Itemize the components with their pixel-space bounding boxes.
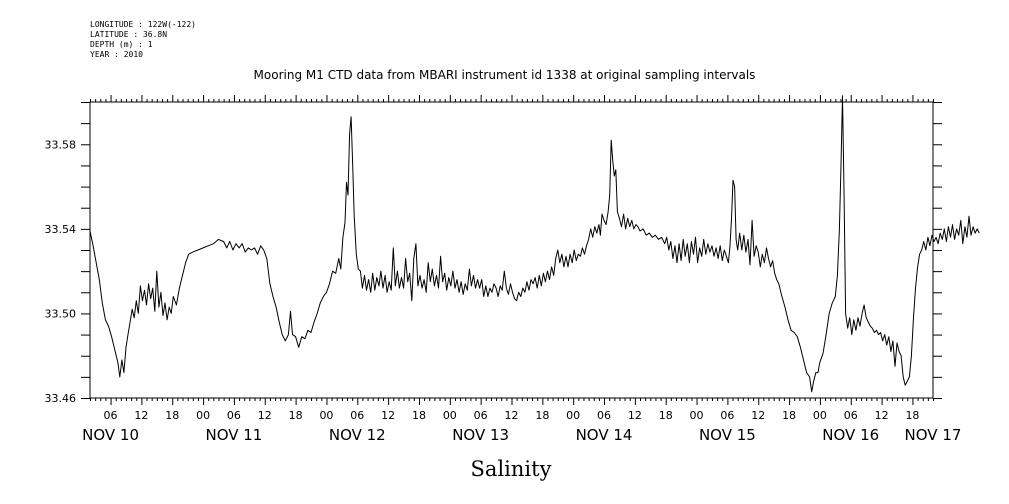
x-day-label: NOV 13 [452, 426, 509, 444]
latitude-label: LATITUDE : 36.8N [90, 30, 168, 39]
salinity-series-line [89, 95, 980, 393]
longitude-label: LONGITUDE : 122W(-122) [90, 20, 196, 29]
x-tick-label: 06 [720, 409, 734, 422]
x-axis-label: Salinity [471, 457, 552, 481]
x-day-label: NOV 17 [905, 426, 962, 444]
x-tick-label: 00 [813, 409, 827, 422]
x-day-label: NOV 11 [205, 426, 262, 444]
chart-title: Mooring M1 CTD data from MBARI instrumen… [253, 68, 756, 82]
x-tick-label: 18 [165, 409, 179, 422]
x-tick-label: 18 [905, 409, 919, 422]
depth-label: DEPTH (m) : 1 [90, 40, 153, 49]
x-day-label: NOV 15 [699, 426, 756, 444]
x-tick-label: 06 [844, 409, 858, 422]
x-day-label: NOV 10 [82, 426, 139, 444]
x-tick-label: 00 [566, 409, 580, 422]
x-tick-label: 12 [258, 409, 272, 422]
x-day-label: NOV 16 [822, 426, 879, 444]
x-tick-label: 18 [659, 409, 673, 422]
x-tick-label: 12 [505, 409, 519, 422]
y-tick-label: 33.54 [45, 223, 77, 236]
y-tick-label: 33.50 [45, 307, 77, 320]
x-tick-label: 18 [535, 409, 549, 422]
metadata-block: LONGITUDE : 122W(-122) LATITUDE : 36.8N … [90, 20, 196, 60]
x-tick-label: 06 [104, 409, 118, 422]
year-label: YEAR : 2010 [90, 50, 143, 59]
x-tick-label: 18 [782, 409, 796, 422]
x-tick-label: 18 [412, 409, 426, 422]
x-tick-label: 06 [597, 409, 611, 422]
x-tick-label: 00 [319, 409, 333, 422]
x-tick-label: 06 [474, 409, 488, 422]
x-tick-label: 12 [628, 409, 642, 422]
x-tick-label: 00 [196, 409, 210, 422]
x-tick-label: 12 [875, 409, 889, 422]
x-day-label: NOV 12 [329, 426, 386, 444]
x-tick-label: 06 [350, 409, 364, 422]
x-tick-label: 18 [289, 409, 303, 422]
x-tick-label: 00 [443, 409, 457, 422]
x-tick-label: 00 [690, 409, 704, 422]
x-tick-label: 12 [134, 409, 148, 422]
x-tick-label: 12 [381, 409, 395, 422]
y-tick-label: 33.58 [45, 138, 77, 151]
plot-frame [89, 101, 934, 399]
axes-group: 06 12 18 00 06 12 18 00 06 12 18 00 06 12 18 00 06 12 18 00… [45, 95, 962, 444]
y-tick-label: 33.46 [45, 392, 77, 405]
x-tick-label: 06 [227, 409, 241, 422]
x-day-label: NOV 14 [576, 426, 633, 444]
x-tick-label: 12 [751, 409, 765, 422]
series-group [89, 95, 980, 393]
